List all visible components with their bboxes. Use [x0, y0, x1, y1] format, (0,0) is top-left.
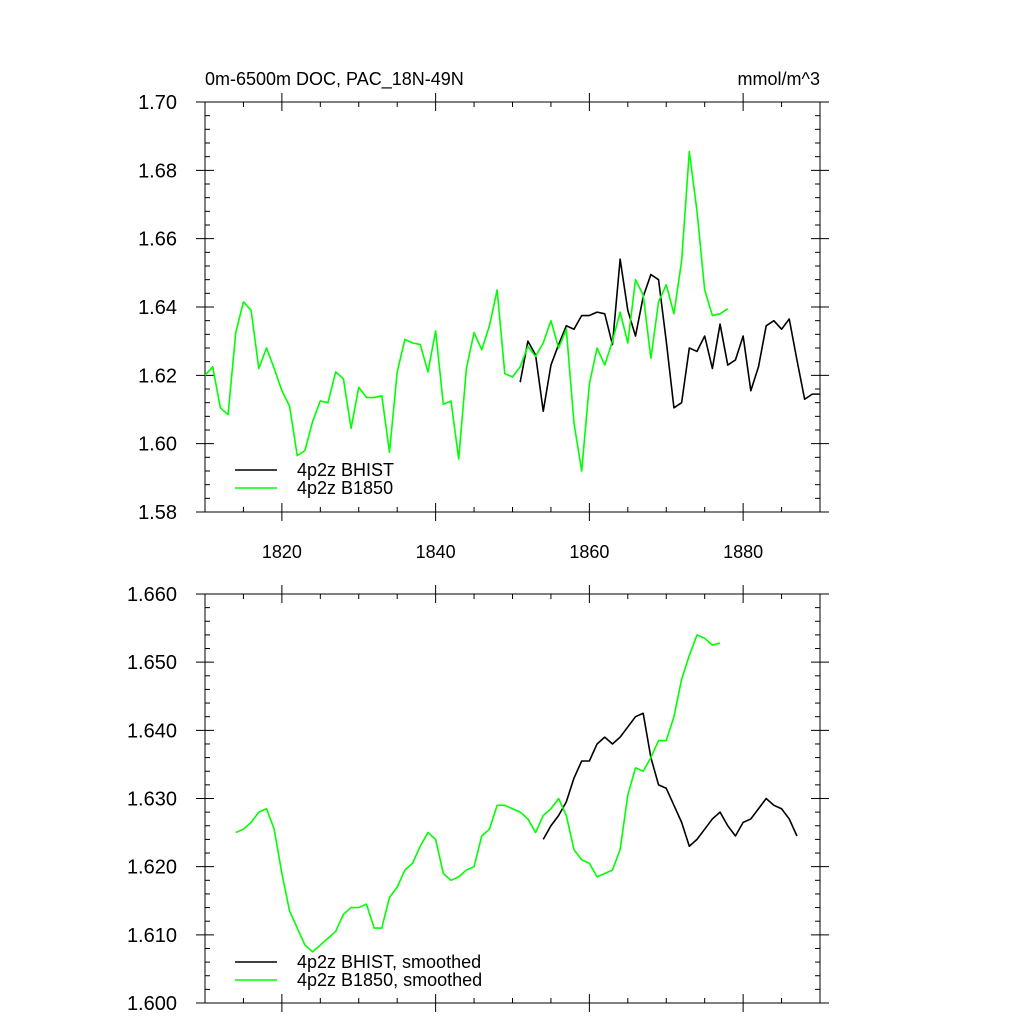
series-line-4p2z-bhist [519, 258, 820, 413]
y-tick-label: 1.600 [127, 993, 177, 1015]
series-line-4p2z-b1850 [204, 150, 729, 472]
y-tick-label: 1.60 [138, 434, 177, 456]
top-panel: 1820 1840 1860 1880 1.58 1.60 1.62 1.64 1.66 1.68… [138, 92, 829, 562]
y-tick-label: 1.64 [138, 297, 177, 319]
y-tick-label: 1.660 [127, 584, 177, 606]
series-line-4p2z-bhist-smoothed [542, 712, 798, 848]
legend-label: 4p2z B1850, smoothed [297, 970, 482, 990]
bottom-panel: 1.600 1.610 1.620 1.630 1.640 1.650 1.660 4p2z … [127, 584, 829, 1015]
legend-label: 4p2z B1850 [297, 478, 393, 498]
x-tick-label: 1860 [569, 542, 609, 562]
units-label: mmol/m^3 [738, 69, 820, 89]
x-tick-label: 1880 [723, 542, 763, 562]
y-tick-label: 1.640 [127, 720, 177, 742]
y-tick-label: 1.62 [138, 365, 177, 387]
series-line-4p2z-b1850-smoothed [235, 634, 721, 953]
y-tick-label: 1.70 [138, 92, 177, 114]
y-tick-label: 1.650 [127, 652, 177, 674]
y-tick-label: 1.620 [127, 857, 177, 879]
legend-label: 4p2z BHIST [297, 460, 394, 480]
x-tick-label: 1820 [262, 542, 302, 562]
y-tick-label: 1.58 [138, 502, 177, 524]
legend-label: 4p2z BHIST, smoothed [297, 952, 481, 972]
y-tick-label: 1.610 [127, 925, 177, 947]
y-tick-label: 1.66 [138, 229, 177, 251]
y-tick-label: 1.68 [138, 160, 177, 182]
x-tick-label: 1840 [416, 542, 456, 562]
figure-title: 0m-6500m DOC, PAC_18N-49N [205, 69, 464, 90]
y-tick-label: 1.630 [127, 789, 177, 811]
